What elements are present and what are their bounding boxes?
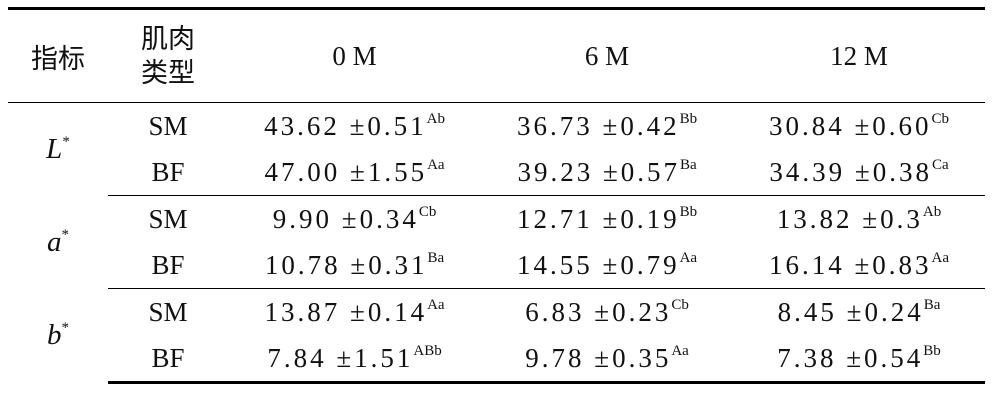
- mean-sd: 47.00 ±1.55: [264, 156, 428, 187]
- table-row: BF 47.00 ±1.55Aa 39.23 ±0.57Ba 34.39 ±0.38C…: [8, 149, 985, 196]
- value-cell: 9.90 ±0.34Cb: [228, 196, 481, 243]
- value-cell: 14.55 ±0.79Aa: [481, 242, 734, 289]
- value-cell: 34.39 ±0.38Ca: [733, 149, 985, 196]
- significance: Bb: [679, 110, 698, 127]
- value-cell: 39.23 ±0.57Ba: [481, 149, 734, 196]
- value-cell: 9.78 ±0.35Aa: [481, 335, 734, 384]
- significance: Cb: [931, 110, 950, 127]
- significance: Bb: [923, 342, 941, 359]
- muscle-type: BF: [151, 156, 185, 187]
- mean-sd: 8.45 ±0.24: [777, 296, 924, 327]
- value-cell: 12.71 ±0.19Bb: [481, 196, 733, 243]
- header-cell: 指标: [8, 7, 108, 103]
- mean-sd: 14.55 ±0.79: [517, 249, 680, 280]
- muscle-type: BF: [151, 342, 185, 373]
- value-cell: 30.84 ±0.60Cb: [733, 103, 985, 150]
- header-text: 肌肉类型: [141, 24, 195, 88]
- significance: Cb: [418, 203, 437, 220]
- mean-sd: 13.87 ±0.14: [264, 296, 428, 327]
- value-cell: 13.82 ±0.3Ab: [733, 196, 985, 243]
- significance: Aa: [427, 296, 445, 313]
- table-row: a* SM 9.90 ±0.34Cb 12.71 ±0.19Bb 13.82 ±0.3A…: [8, 196, 985, 258]
- mean-sd: 6.83 ±0.23: [525, 296, 672, 327]
- indicator-cell: b*: [8, 289, 108, 383]
- indicator-cell: a*: [8, 196, 108, 289]
- muscle-type: SM: [148, 296, 188, 327]
- mean-sd: 9.90 ±0.34: [272, 203, 419, 234]
- muscle-cell: BF: [108, 149, 228, 196]
- mean-sd: 16.14 ±0.83: [768, 249, 932, 280]
- indicator: b: [47, 319, 62, 351]
- significance: Ca: [931, 156, 949, 173]
- muscle-cell: BF: [108, 335, 228, 384]
- mean-sd: 10.78 ±0.31: [264, 249, 428, 280]
- mean-sd: 43.62 ±0.51: [264, 110, 427, 141]
- value-cell: 6.83 ±0.23Cb: [481, 289, 733, 336]
- header-text: 12 M: [830, 40, 888, 71]
- significance: Ba: [923, 296, 941, 313]
- muscle-cell: SM: [108, 196, 228, 243]
- table-row: BF 7.84 ±1.51ABb 9.78 ±0.35Aa 7.38 ±0.54Bb: [8, 335, 985, 384]
- mean-sd: 30.84 ±0.60: [768, 110, 932, 141]
- table-head: 指标 肌肉类型 0 M 6 M 12 M: [8, 7, 985, 103]
- header-text: 指标: [31, 43, 85, 74]
- value-cell: 36.73 ±0.42Bb: [481, 103, 733, 150]
- mean-sd: 39.23 ±0.57: [517, 156, 681, 187]
- significance: Bb: [679, 203, 698, 220]
- header-cell: 12 M: [733, 7, 985, 103]
- header-text: 0 M: [332, 40, 377, 71]
- table-row: L* SM 43.62 ±0.51Ab 36.73 ±0.42Bb 30.84 ±0.6…: [8, 103, 985, 165]
- value-cell: 47.00 ±1.55Aa: [228, 149, 482, 196]
- significance: Cb: [671, 296, 689, 313]
- significance: Aa: [671, 342, 689, 359]
- table-row: BF 10.78 ±0.31Ba 14.55 ±0.79Aa 16.14 ±0.83A…: [8, 242, 985, 289]
- mean-sd: 9.78 ±0.35: [525, 342, 672, 373]
- value-cell: 8.45 ±0.24Ba: [733, 289, 985, 336]
- indicator-sup: *: [61, 320, 70, 336]
- significance: Aa: [931, 249, 950, 266]
- header-cell: 0 M: [228, 7, 482, 103]
- muscle-cell: BF: [108, 242, 228, 289]
- mean-sd: 36.73 ±0.42: [517, 110, 680, 141]
- mean-sd: 7.38 ±0.54: [777, 342, 924, 373]
- value-cell: 13.87 ±0.14Aa: [228, 289, 481, 336]
- mean-sd: 13.82 ±0.3: [776, 203, 923, 234]
- significance: ABb: [413, 342, 442, 359]
- indicator: L: [46, 132, 63, 165]
- header-row: 指标 肌肉类型 0 M 6 M 12 M: [8, 7, 985, 103]
- mean-sd: 12.71 ±0.19: [517, 203, 680, 234]
- table-body: L* SM 43.62 ±0.51Ab 36.73 ±0.42Bb 30.84 ±0.6…: [8, 103, 985, 384]
- value-cell: 43.62 ±0.51Ab: [228, 103, 481, 150]
- header-text: 6 M: [584, 40, 630, 71]
- value-cell: 10.78 ±0.31Ba: [228, 242, 482, 289]
- indicator: a: [47, 225, 62, 258]
- significance: Ab: [922, 203, 942, 220]
- value-cell: 16.14 ±0.83Aa: [733, 242, 985, 289]
- header-cell: 肌肉类型: [108, 7, 228, 103]
- muscle-type: SM: [148, 110, 188, 141]
- mean-sd: 34.39 ±0.38: [769, 156, 932, 187]
- value-cell: 7.84 ±1.51ABb: [228, 335, 482, 384]
- significance: Ab: [426, 110, 445, 127]
- significance: Ba: [427, 249, 445, 266]
- indicator-sup: *: [61, 226, 70, 243]
- muscle-cell: SM: [108, 289, 228, 336]
- muscle-type: SM: [148, 203, 188, 234]
- indicator-cell: L*: [8, 103, 108, 196]
- value-cell: 7.38 ±0.54Bb: [733, 335, 985, 384]
- indicator-sup: *: [62, 133, 70, 150]
- mean-sd: 7.84 ±1.51: [267, 342, 414, 373]
- significance: Ba: [680, 156, 697, 173]
- significance: Aa: [427, 156, 445, 173]
- header-cell: 6 M: [481, 7, 734, 103]
- muscle-type: BF: [151, 249, 185, 280]
- muscle-cell: SM: [108, 103, 228, 150]
- table-row: b* SM 13.87 ±0.14Aa 6.83 ±0.23Cb 8.45 ±0.24B…: [8, 289, 985, 352]
- significance: Aa: [679, 249, 698, 266]
